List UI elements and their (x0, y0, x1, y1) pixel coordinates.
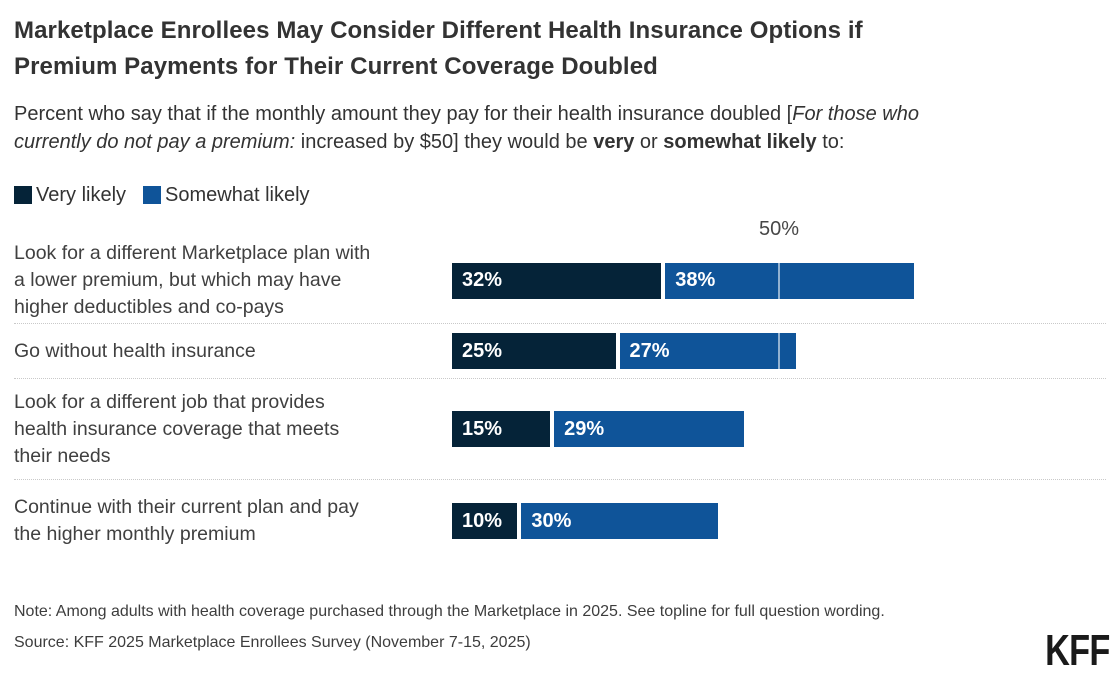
bar-group: 15% 29% (452, 411, 1106, 447)
subtitle-italic-text: For those who currently do not pay a pre… (14, 103, 919, 153)
subtitle-text: increased by $50] they would be (295, 131, 594, 153)
bar-value-label: 29% (564, 417, 605, 440)
chart-source: Source: KFF 2025 Marketplace Enrollees S… (14, 634, 531, 651)
bar-value-label: 30% (531, 509, 572, 532)
bar-group: 10% 30% (452, 503, 1106, 539)
bar-value-label: 25% (462, 339, 503, 362)
kff-logo[interactable]: KFF (1045, 626, 1111, 675)
bar-value-label: 27% (629, 339, 670, 362)
legend-item-somewhat-likely[interactable]: Somewhat likely (143, 184, 310, 207)
category-label: Look for a different Marketplace plan wi… (14, 242, 371, 318)
chart-row: Look for a different job that provides h… (14, 379, 1106, 480)
bar-segment-very-likely[interactable]: 25% (452, 333, 616, 369)
category-label: Continue with their current plan and pay… (14, 496, 359, 545)
legend-item-very-likely[interactable]: Very likely (14, 184, 126, 207)
bar-group: 25% 27% (452, 333, 1106, 369)
chart-row: Continue with their current plan and pay… (14, 480, 1106, 562)
legend-swatch-somewhat-likely-icon (143, 186, 162, 204)
bar-segment-somewhat-likely[interactable]: 30% (521, 503, 718, 539)
subtitle-bold-somewhat: somewhat likely (663, 131, 817, 153)
subtitle-text: to: (816, 131, 845, 153)
chart-rows: 50% Look for a different Marketplace pla… (14, 216, 1106, 562)
gridline-label-50: 50% (758, 218, 800, 240)
bar-value-label: 15% (462, 417, 503, 440)
legend-swatch-very-likely-icon (14, 186, 32, 204)
bar-value-label: 38% (675, 269, 716, 291)
category-label: Go without health insurance (14, 339, 256, 362)
bar-value-label: 32% (462, 269, 503, 291)
bar-segment-very-likely[interactable]: 32% (452, 262, 662, 299)
category-label: Look for a different job that provides h… (14, 390, 340, 467)
bar-value-label: 10% (462, 509, 503, 532)
chart-title: Marketplace Enrollees May Consider Diffe… (14, 17, 863, 80)
bar-segment-very-likely[interactable]: 10% (452, 503, 518, 539)
legend-label: Somewhat likely (165, 183, 310, 206)
bar-group: 32% 38% (452, 262, 1106, 299)
chart-row: Go without health insurance 25% 27% (14, 324, 1106, 379)
bar-segment-very-likely[interactable]: 15% (452, 411, 551, 447)
legend-label: Very likely (36, 183, 127, 206)
chart-note: Note: Among adults with health coverage … (14, 603, 885, 620)
subtitle-bold-very: very (593, 131, 635, 153)
chart-card: Marketplace Enrollees May Consider Diffe… (0, 13, 1120, 686)
bar-segment-somewhat-likely[interactable]: 29% (554, 411, 744, 447)
chart-row: Look for a different Marketplace plan wi… (14, 216, 1106, 324)
subtitle-text: Percent who say that if the monthly amou… (14, 103, 793, 125)
legend: Very likely Somewhat likely (14, 183, 1106, 207)
bar-segment-somewhat-likely[interactable]: 27% (619, 333, 797, 369)
bar-segment-somewhat-likely[interactable]: 38% (665, 262, 914, 299)
subtitle-text: or (634, 131, 664, 153)
chart-subtitle: Percent who say that if the monthly amou… (14, 100, 1106, 156)
